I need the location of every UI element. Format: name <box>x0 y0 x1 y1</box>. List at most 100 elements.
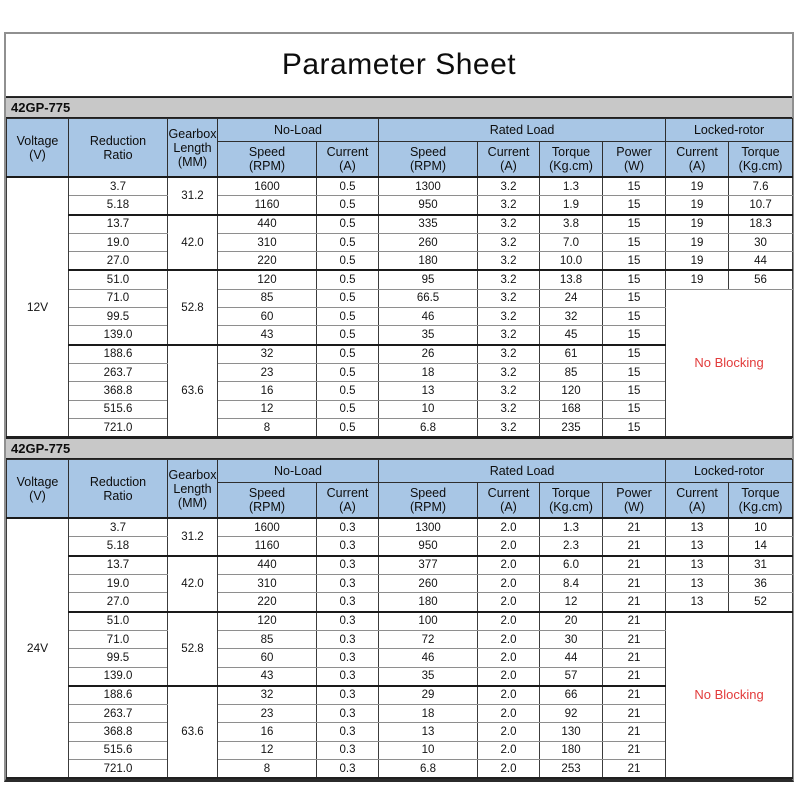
header-locked-torque-line: (Kg.cm) <box>738 500 783 515</box>
table-row: 188.6 63.6 32 0.3 29 2.0 66 21 <box>7 684 793 779</box>
cell-rated-speed: 377 <box>378 554 479 576</box>
cell-power: 15 <box>602 195 667 216</box>
cell-reduction-ratio: 51.0 <box>68 610 168 631</box>
cell-rated-current: 2.0 <box>477 536 541 557</box>
cell-noload-speed: 310 <box>217 574 317 594</box>
table-section-24v: 42GP-775 Voltage (V) Reduction Ratio Gearbox… <box>6 438 794 780</box>
cell-rated-torque: 1.9 <box>539 195 604 216</box>
cell-gearbox-length: 63.6 <box>167 684 218 779</box>
header-locked-torque: Torque (Kg.cm) <box>728 482 794 520</box>
cell-locked-torque: 44 <box>728 251 794 271</box>
cell-rated-speed: 72 <box>378 630 479 650</box>
table-row: 24V 3.7 31.2 1600 0.3 1300 2.0 1.3 21 13 10 <box>6 517 794 779</box>
header-noload-speed-line: Speed <box>248 145 286 159</box>
header-locked-current: Current (A) <box>665 482 730 520</box>
cell-reduction-ratio: 263.7 <box>68 363 168 383</box>
cell-noload-current: 0.5 <box>315 289 380 309</box>
cell-reduction-ratio: 3.7 <box>68 517 168 538</box>
cell-noload-current: 0.3 <box>315 610 380 631</box>
header-voltage-line: Voltage <box>16 474 59 489</box>
cell-noload-current: 0.3 <box>315 722 380 742</box>
header-voltage: Voltage (V) <box>6 459 69 519</box>
cell-rated-torque: 57 <box>539 667 604 687</box>
header-sub-row: Speed (RPM) Current (A) Speed (RPM) Current (A)… <box>7 482 794 520</box>
header-reduction-ratio-line: Ratio <box>103 147 133 162</box>
cell-reduction-ratio: 515.6 <box>68 400 168 419</box>
cell-noload-speed: 23 <box>217 704 317 724</box>
parameter-table-12v: Voltage (V) Reduction Ratio Gearbox Length (MM… <box>6 118 794 439</box>
cell-noload-speed: 1160 <box>217 536 317 557</box>
header-reduction-ratio-line: Reduction <box>89 133 147 148</box>
cell-rated-speed: 260 <box>378 574 479 594</box>
header-locked-current: Current (A) <box>665 141 730 178</box>
cell-reduction-ratio: 71.0 <box>68 630 168 650</box>
cell-locked-current: 19 <box>665 233 730 253</box>
cell-rated-speed: 35 <box>378 325 479 346</box>
table-row: 99.5 60 0.5 46 3.2 32 15 <box>7 307 793 327</box>
cell-rated-torque: 20 <box>539 610 604 631</box>
cell-locked-torque: 10 <box>728 517 794 538</box>
table-row: 515.6 12 0.5 10 3.2 168 15 <box>7 400 793 419</box>
cell-locked-current: 19 <box>665 213 730 234</box>
cell-rated-torque: 32 <box>539 307 604 327</box>
page-title: Parameter Sheet <box>281 48 517 81</box>
cell-rated-torque: 44 <box>539 648 604 668</box>
table-row: 13.7 42.0 440 0.5 335 3.2 3.8 15 19 18.3 <box>7 213 794 271</box>
header-rated-current-line: Current <box>487 145 530 159</box>
header-group-no-load: No-Load <box>216 459 380 484</box>
cell-locked-torque: 31 <box>728 554 794 576</box>
cell-power: 15 <box>602 400 667 419</box>
cell-rated-torque: 120 <box>539 381 604 401</box>
cell-reduction-ratio: 27.0 <box>68 592 168 613</box>
cell-rated-current: 3.2 <box>477 400 541 419</box>
header-gearbox-length-line: Gearbox <box>168 467 217 482</box>
cell-noload-speed: 32 <box>217 684 317 706</box>
cell-rated-current: 3.2 <box>477 381 541 401</box>
cell-power: 15 <box>602 176 667 197</box>
header-rated-speed-line: Speed <box>409 145 447 159</box>
header-locked-torque-line: (Kg.cm) <box>738 159 783 173</box>
header-group-rated-load: Rated Load <box>378 118 667 142</box>
cell-noload-speed: 8 <box>217 759 317 779</box>
parameter-table-24v: Voltage (V) Reduction Ratio Gearbox Length (MM… <box>6 459 794 780</box>
cell-voltage: 12V <box>6 175 69 438</box>
cell-rated-current: 2.0 <box>477 630 541 650</box>
header-voltage: Voltage (V) <box>6 118 69 178</box>
cell-rated-current: 3.2 <box>477 325 541 346</box>
cell-reduction-ratio: 13.7 <box>68 213 168 234</box>
cell-noload-current: 0.5 <box>315 381 380 401</box>
cell-rated-speed: 100 <box>378 610 479 631</box>
cell-power: 15 <box>602 251 667 271</box>
cell-reduction-ratio: 515.6 <box>68 741 168 761</box>
header-noload-current-line: (A) <box>339 159 356 173</box>
cell-noload-current: 0.3 <box>315 704 380 724</box>
table-row: 12V 3.7 31.2 1600 0.5 1300 3.2 1.3 15 19 7.6 <box>6 175 794 438</box>
cell-locked-torque: 52 <box>728 592 794 613</box>
cell-rated-current: 2.0 <box>477 610 541 631</box>
header-power-line: (W) <box>623 500 645 515</box>
header-voltage-line: (V) <box>29 488 46 503</box>
cell-power: 15 <box>602 233 667 253</box>
table-row: 71.0 85 0.5 66.5 3.2 24 15 No Blocking <box>7 289 794 438</box>
header-group-rated-load: Rated Load <box>378 459 667 484</box>
cell-rated-torque: 85 <box>539 363 604 383</box>
cell-locked-current: 19 <box>665 251 730 271</box>
cell-reduction-ratio: 99.5 <box>68 307 168 327</box>
cell-rated-current: 2.0 <box>477 741 541 761</box>
cell-noload-speed: 43 <box>217 667 317 687</box>
cell-power: 15 <box>602 418 667 438</box>
cell-gearbox-length: 42.0 <box>167 213 218 271</box>
header-power: Power (W) <box>602 141 667 178</box>
cell-reduction-ratio: 71.0 <box>68 289 168 309</box>
cell-power: 15 <box>602 363 667 383</box>
cell-rated-torque: 66 <box>539 684 604 706</box>
cell-power: 15 <box>602 343 667 364</box>
cell-noload-speed: 220 <box>217 592 317 613</box>
cell-rated-speed: 6.8 <box>378 418 479 438</box>
model-label-12v: 42GP-775 <box>6 97 792 118</box>
cell-rated-current: 3.2 <box>477 343 541 364</box>
table-row: 51.0 52.8 120 0.5 95 3.2 13.8 15 19 56 <box>7 269 794 346</box>
cell-rated-speed: 950 <box>378 536 479 557</box>
cell-power: 21 <box>602 648 667 668</box>
